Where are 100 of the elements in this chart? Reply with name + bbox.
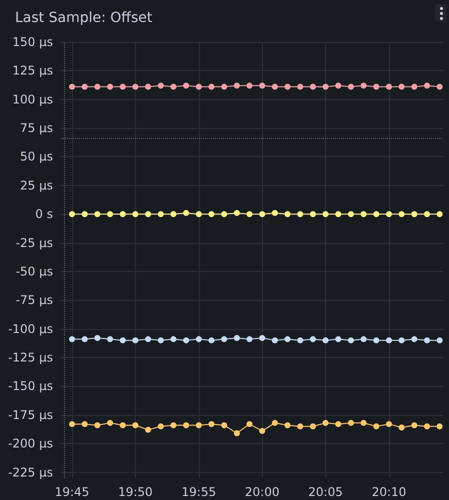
point	[335, 82, 342, 89]
point	[424, 82, 430, 89]
point	[297, 337, 304, 344]
point	[132, 337, 138, 344]
point	[386, 337, 392, 344]
point	[386, 211, 392, 218]
y-tick-label: 100 µs	[12, 92, 53, 106]
point	[196, 422, 202, 428]
point	[107, 84, 114, 90]
point	[234, 82, 240, 89]
point	[234, 430, 240, 436]
point	[284, 336, 291, 342]
point	[69, 211, 76, 218]
y-tick-label: 0 s	[35, 207, 53, 222]
point	[348, 420, 354, 426]
point	[284, 211, 291, 218]
point	[120, 211, 126, 218]
y-tick-label: -175 µs	[8, 408, 53, 422]
point	[373, 337, 380, 344]
point	[208, 337, 214, 344]
point	[170, 84, 176, 90]
point	[259, 211, 266, 218]
point	[208, 84, 214, 90]
point	[373, 84, 380, 90]
point	[310, 84, 316, 90]
y-tick-label: -200 µs	[8, 436, 53, 451]
point	[107, 420, 114, 426]
point	[208, 421, 214, 428]
point	[234, 210, 240, 216]
point	[297, 84, 304, 90]
point	[183, 82, 190, 89]
y-tick-label: -150 µs	[8, 379, 53, 394]
point	[94, 335, 100, 342]
point	[310, 423, 316, 430]
point	[259, 428, 266, 434]
point	[145, 211, 152, 218]
point	[94, 211, 100, 218]
point	[170, 211, 176, 218]
point	[120, 422, 126, 428]
point	[284, 422, 291, 428]
point	[335, 211, 342, 218]
point	[69, 421, 76, 428]
point	[360, 420, 367, 426]
point	[297, 423, 304, 430]
point	[132, 422, 138, 428]
x-tick-label: 20:00	[244, 485, 280, 499]
y-tick-label: -75 µs	[16, 293, 53, 308]
point	[107, 211, 114, 218]
chart-title: Last Sample: Offset	[15, 10, 153, 26]
point	[158, 82, 164, 89]
point	[145, 336, 152, 342]
point	[183, 210, 190, 216]
point	[335, 421, 342, 428]
y-tick-label: -25 µs	[16, 236, 53, 250]
point	[183, 337, 190, 344]
point	[322, 420, 329, 426]
y-tick-label: 125 µs	[12, 64, 53, 78]
point	[82, 421, 88, 428]
point	[411, 422, 418, 428]
point	[360, 336, 367, 342]
y-tick-label: 50 µs	[20, 150, 53, 164]
point	[170, 336, 176, 342]
point	[310, 211, 316, 218]
point	[424, 337, 430, 344]
y-tick-label: -225 µs	[8, 465, 53, 480]
point	[221, 211, 228, 218]
point	[297, 211, 304, 218]
point	[436, 211, 443, 218]
point	[120, 84, 126, 90]
point	[158, 337, 164, 344]
x-tick-label: 19:50	[118, 485, 153, 499]
point	[69, 336, 76, 342]
point	[82, 211, 88, 218]
point	[310, 336, 316, 342]
point	[272, 337, 278, 344]
point	[284, 84, 291, 90]
point	[221, 336, 228, 342]
point	[436, 423, 443, 430]
point	[272, 210, 278, 216]
point	[360, 82, 367, 89]
point	[221, 84, 228, 90]
x-tick-label: 20:05	[308, 485, 343, 499]
point	[360, 211, 367, 218]
point	[259, 82, 266, 89]
point	[170, 422, 176, 428]
point	[398, 84, 405, 90]
point	[386, 421, 392, 428]
point	[120, 337, 126, 344]
point	[132, 211, 138, 218]
point	[436, 337, 443, 344]
point	[436, 84, 443, 90]
point	[348, 84, 354, 90]
x-tick-label: 20:10	[372, 485, 406, 499]
y-tick-label: 25 µs	[20, 178, 53, 192]
point	[398, 211, 405, 218]
point	[145, 426, 152, 433]
point	[348, 211, 354, 218]
point	[158, 423, 164, 430]
x-tick-label: 19:55	[182, 485, 216, 499]
point	[411, 211, 418, 218]
